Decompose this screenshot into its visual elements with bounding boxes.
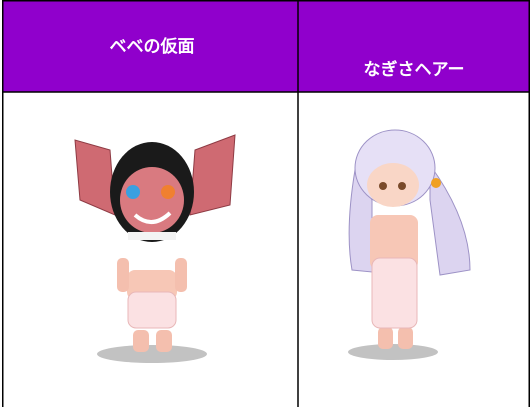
header-cell: ベベの仮面 [110,36,195,57]
header-cell: なぎさヘアー [364,59,465,80]
item-image [348,129,471,360]
item-image [74,134,236,363]
header-row [2,0,530,92]
